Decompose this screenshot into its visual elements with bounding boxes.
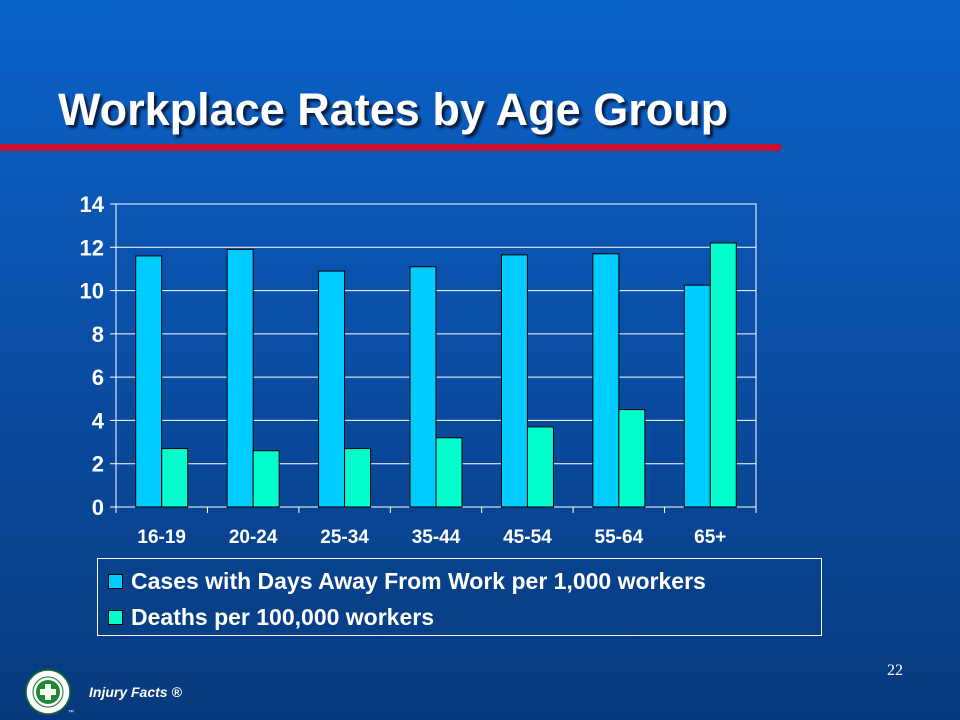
legend-item-cases: Cases with Days Away From Work per 1,000… [108, 566, 706, 596]
bar-cases-65+ [683, 284, 711, 508]
page-number: 22 [887, 662, 903, 679]
x-axis-ticks: 16-19 20-24 25-34 35-44 45-54 55-64 65+ [115, 507, 757, 548]
legend-label-deaths: Deaths per 100,000 workers [131, 603, 435, 630]
legend-item-deaths: Deaths per 100,000 workers [108, 602, 434, 632]
y-tick-label: 6 [92, 365, 104, 390]
legend-swatch-cases [108, 573, 123, 589]
bar-deaths-20-24 [252, 450, 280, 508]
bar-deaths-65+ [709, 242, 737, 508]
x-tick-label: 16-19 [137, 527, 186, 548]
title-underline [0, 144, 781, 151]
y-tick-label: 14 [80, 192, 105, 217]
bars [135, 242, 737, 508]
bar-deaths-35-44 [435, 437, 463, 508]
footer-brand: Injury Facts ® [89, 684, 182, 700]
bar-deaths-45-54 [526, 426, 554, 508]
bar-cases-20-24 [226, 248, 254, 508]
bar-deaths-55-64 [618, 409, 646, 508]
trademark-mark: ™ [68, 709, 74, 716]
x-tick-label: 35-44 [412, 527, 461, 548]
x-tick-label: 65+ [694, 527, 726, 548]
x-tick-label: 45-54 [503, 527, 552, 548]
bar-cases-16-19 [135, 255, 163, 508]
legend: Cases with Days Away From Work per 1,000… [97, 558, 822, 636]
y-tick-label: 12 [80, 235, 104, 260]
y-tick-label: 2 [92, 452, 104, 477]
bar-cases-45-54 [500, 254, 528, 508]
bar-cases-35-44 [409, 266, 437, 508]
slide-title: Workplace Rates by Age Group [58, 84, 729, 135]
x-tick-label: 20-24 [229, 527, 278, 548]
bar-deaths-25-34 [344, 448, 372, 508]
green-cross-seal-icon: ™ [25, 669, 74, 716]
y-tick-label: 0 [92, 495, 104, 520]
legend-label-cases: Cases with Days Away From Work per 1,000… [131, 567, 706, 594]
legend-swatch-deaths [108, 609, 123, 625]
y-axis-ticks: 0 2 4 6 8 10 12 14 [80, 192, 116, 520]
x-tick-label: 25-34 [320, 527, 369, 548]
x-tick-label: 55-64 [595, 527, 644, 548]
y-tick-label: 10 [80, 279, 104, 304]
y-tick-label: 4 [92, 408, 105, 433]
bar-cases-25-34 [318, 270, 346, 508]
y-tick-label: 8 [92, 322, 104, 347]
bar-cases-55-64 [592, 253, 620, 508]
bar-chart: 0 2 4 6 8 10 12 14 16-19 20-24 25-34 35-44 45-54 55-… [80, 192, 757, 548]
bar-deaths-16-19 [161, 448, 189, 508]
